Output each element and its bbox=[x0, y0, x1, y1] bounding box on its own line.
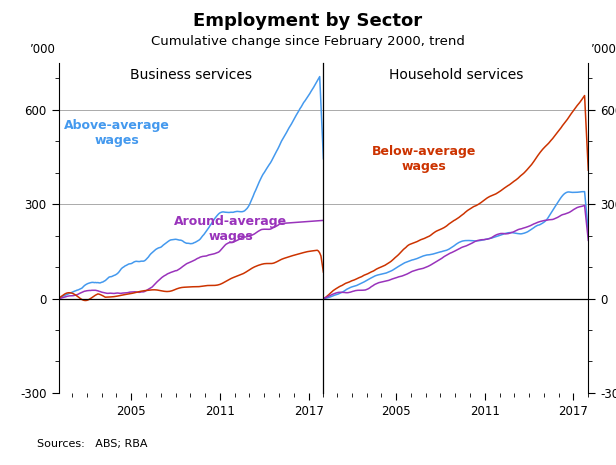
Text: Business services: Business services bbox=[130, 68, 252, 82]
Text: Below-average
wages: Below-average wages bbox=[372, 146, 476, 173]
Text: Cumulative change since February 2000, trend: Cumulative change since February 2000, t… bbox=[151, 35, 465, 48]
Text: Household services: Household services bbox=[389, 68, 523, 82]
Text: Sources:   ABS; RBA: Sources: ABS; RBA bbox=[37, 438, 147, 449]
Text: ’000: ’000 bbox=[591, 43, 616, 56]
Text: Employment by Sector: Employment by Sector bbox=[193, 12, 423, 30]
Text: Around-average
wages: Around-average wages bbox=[174, 215, 287, 243]
Text: ’000: ’000 bbox=[30, 43, 56, 56]
Text: Above-average
wages: Above-average wages bbox=[64, 119, 170, 147]
